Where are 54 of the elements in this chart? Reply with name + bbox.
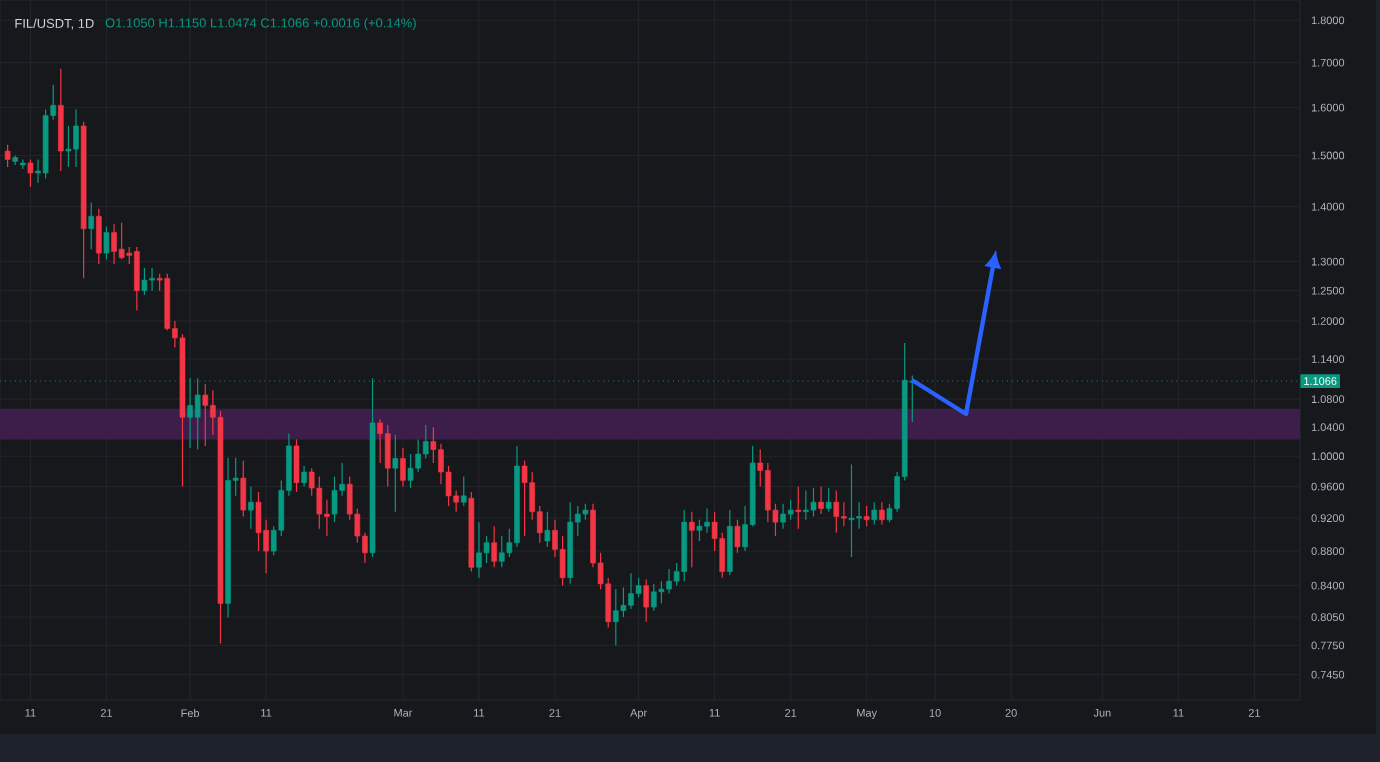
candlestick bbox=[863, 505, 870, 527]
candlestick bbox=[392, 434, 399, 513]
candlestick bbox=[141, 267, 148, 296]
candlestick bbox=[491, 525, 497, 568]
candlestick bbox=[704, 507, 710, 534]
candlestick bbox=[666, 568, 672, 595]
candlestick bbox=[73, 108, 79, 168]
candlestick bbox=[833, 489, 840, 534]
candlestick bbox=[498, 535, 505, 568]
candlestick bbox=[765, 462, 771, 523]
candlestick bbox=[841, 501, 847, 527]
candlestick bbox=[103, 225, 110, 260]
candlestick bbox=[848, 463, 855, 558]
candlestick bbox=[240, 460, 247, 518]
candlestick bbox=[316, 475, 323, 530]
candlestick bbox=[400, 447, 406, 488]
candlestick bbox=[460, 475, 467, 507]
candlestick bbox=[879, 501, 885, 526]
candlestick bbox=[58, 68, 64, 172]
candlestick bbox=[476, 521, 482, 579]
candlestick bbox=[787, 499, 794, 521]
candlestick bbox=[384, 424, 391, 488]
candlestick bbox=[727, 509, 733, 576]
candlestick bbox=[780, 503, 786, 530]
candlestick bbox=[4, 144, 11, 168]
candlestick bbox=[134, 246, 140, 312]
candlestick bbox=[613, 588, 619, 647]
candlestick bbox=[734, 519, 741, 554]
candlestick bbox=[818, 485, 824, 515]
candlestick bbox=[377, 418, 383, 464]
candlestick bbox=[149, 267, 155, 292]
candlestick bbox=[795, 485, 802, 530]
candlestick bbox=[111, 223, 117, 265]
candlestick bbox=[194, 377, 201, 451]
candlestick bbox=[689, 511, 695, 568]
candlestick bbox=[27, 158, 34, 188]
candlestick bbox=[825, 487, 832, 513]
candlestick bbox=[803, 489, 809, 521]
candlestick bbox=[544, 511, 551, 548]
candlestick bbox=[96, 208, 102, 265]
candlestick bbox=[88, 201, 95, 250]
candlestick bbox=[248, 485, 254, 530]
candlestick bbox=[118, 222, 125, 260]
candlestick bbox=[415, 438, 421, 473]
candlestick bbox=[293, 438, 300, 493]
candlestick bbox=[643, 578, 650, 623]
candlestick bbox=[301, 465, 307, 488]
candlestick bbox=[651, 583, 657, 612]
candlestick bbox=[521, 460, 528, 537]
candlestick bbox=[871, 501, 878, 526]
candlestick bbox=[202, 383, 209, 447]
candlestick bbox=[856, 501, 862, 530]
candlestick bbox=[628, 572, 634, 610]
candlestick bbox=[810, 487, 817, 518]
